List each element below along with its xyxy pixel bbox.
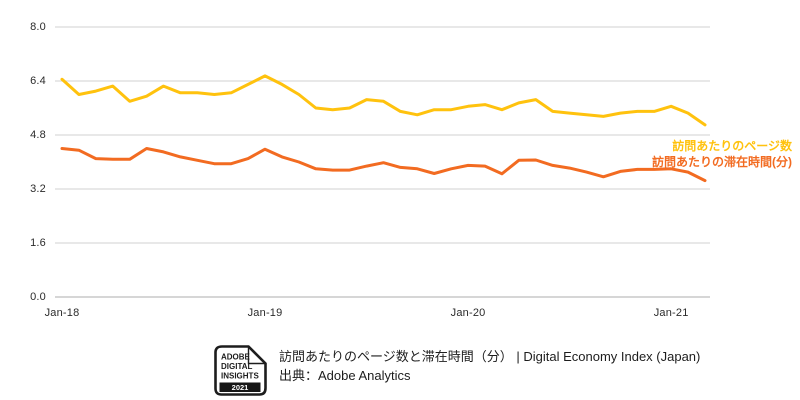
- badge-text-adobe: ADOBE: [221, 353, 251, 362]
- x-tick-label: Jan-18: [44, 307, 80, 319]
- chart-canvas: [55, 26, 710, 298]
- y-tick-label: 4.8: [30, 129, 46, 141]
- y-tick-label: 3.2: [30, 183, 46, 195]
- y-tick-label: 8.0: [30, 21, 46, 33]
- x-tick-label: Jan-21: [653, 307, 689, 319]
- legend-time-label: 訪問あたりの滞在時間(分): [652, 155, 792, 169]
- badge-text-insights: INSIGHTS: [221, 372, 259, 381]
- time-spent-line: [60, 147, 707, 183]
- caption-source: 出典：Adobe Analytics: [279, 368, 411, 383]
- x-tick-label: Jan-19: [247, 307, 283, 319]
- footer: ADOBE DIGITAL INSIGHTS 2021 訪問あたりのページ数と滞…: [212, 344, 700, 397]
- adobe-digital-insights-badge: ADOBE DIGITAL INSIGHTS 2021: [214, 345, 267, 396]
- chart-caption: 訪問あたりのページ数と滞在時間（分） | Digital Economy Ind…: [279, 344, 700, 385]
- badge-year-text: 2021: [232, 383, 249, 392]
- badge-year-chip: [219, 382, 261, 392]
- badge-fold-corner: [247, 346, 266, 365]
- y-tick-label: 1.6: [30, 237, 46, 249]
- pages-per-visit-line: [60, 74, 707, 127]
- legend-pages-label: 訪問あたりのページ数: [672, 139, 792, 153]
- y-tick-label: 6.4: [30, 75, 46, 87]
- x-tick-label: Jan-20: [450, 307, 486, 319]
- badge-text-digital: DIGITAL: [221, 362, 253, 371]
- caption-title: 訪問あたりのページ数と滞在時間（分） | Digital Economy Ind…: [279, 349, 701, 364]
- y-tick-label: 0.0: [30, 291, 46, 303]
- line-chart: 訪問あたりのページ数 訪問あたりの滞在時間(分) 8.0 6.4 4.8 3.2 1.6…: [30, 21, 792, 319]
